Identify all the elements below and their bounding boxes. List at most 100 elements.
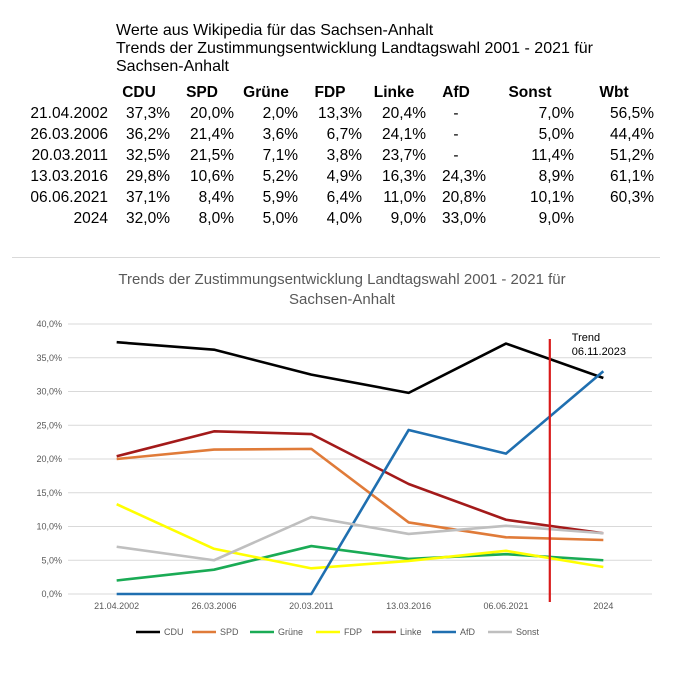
x-tick-label: 21.04.2002 bbox=[94, 601, 139, 611]
table-cell: 5,0% bbox=[262, 210, 298, 227]
series-line-cdu bbox=[116, 340, 604, 395]
legend-label-linke: Linke bbox=[400, 627, 422, 637]
table-row-date: 26.03.2006 bbox=[30, 126, 108, 143]
table-cell: 3,6% bbox=[262, 126, 298, 143]
table-cell: 20,0% bbox=[190, 105, 234, 122]
table-cell: 37,1% bbox=[126, 189, 170, 206]
legend-label-sonst: Sonst bbox=[516, 627, 540, 637]
legend-label-fdp: FDP bbox=[344, 627, 362, 637]
table-header-cell: FDP bbox=[314, 84, 346, 101]
table-cell: - bbox=[453, 126, 459, 143]
table-row-date: 21.04.2002 bbox=[30, 105, 108, 122]
table-row: 2024 32,0% 8,0% 5,0% 4,0% 9,0% 33,0% 9,0% bbox=[14, 208, 654, 229]
table-cell: 61,1% bbox=[610, 168, 654, 185]
table-cell: - bbox=[453, 105, 459, 122]
table-cell: 9,0% bbox=[390, 210, 426, 227]
table-header-cell: SPD bbox=[186, 84, 218, 101]
series-line-afd bbox=[116, 370, 605, 596]
header-line-2: Trends der Zustimmungsentwicklung Landta… bbox=[116, 40, 593, 57]
table-header-cell: Wbt bbox=[599, 84, 629, 101]
table-cell: 8,9% bbox=[538, 168, 574, 185]
divider bbox=[12, 257, 660, 258]
table-cell: 36,2% bbox=[126, 126, 170, 143]
y-tick-label: 10,0% bbox=[36, 522, 62, 532]
header-line-3: Sachsen-Anhalt bbox=[116, 58, 229, 75]
table-cell: 5,2% bbox=[262, 168, 298, 185]
values-table: CDU SPD Grüne FDP Linke AfD Sonst Wbt 21… bbox=[14, 82, 654, 229]
y-tick-label: 30,0% bbox=[36, 387, 62, 397]
table-row-date: 2024 bbox=[73, 210, 108, 227]
table-cell: 23,7% bbox=[382, 147, 426, 164]
table-row-date: 06.06.2021 bbox=[30, 189, 108, 206]
table-cell: 24,3% bbox=[442, 168, 486, 185]
table-cell: 2,0% bbox=[262, 105, 298, 122]
series-line-spd bbox=[116, 447, 604, 542]
table-header-row: CDU SPD Grüne FDP Linke AfD Sonst Wbt bbox=[14, 82, 654, 103]
series-line-sonst bbox=[116, 515, 604, 562]
table-cell: 33,0% bbox=[442, 210, 486, 227]
table-body: 21.04.2002 37,3% 20,0% 2,0% 13,3% 20,4% - 7,0% 5… bbox=[14, 103, 654, 229]
table-cell: 51,2% bbox=[610, 147, 654, 164]
table-header-cell: Sonst bbox=[508, 84, 552, 101]
table-row-date: 13.03.2016 bbox=[30, 168, 108, 185]
y-tick-label: 25,0% bbox=[36, 420, 62, 430]
table-cell: 11,0% bbox=[383, 189, 426, 206]
table-row: 21.04.2002 37,3% 20,0% 2,0% 13,3% 20,4% - 7,0% 5… bbox=[14, 103, 654, 124]
chart-title-line-1: Trends der Zustimmungsentwicklung Landta… bbox=[118, 271, 565, 288]
table-cell: 24,1% bbox=[382, 126, 426, 143]
table-cell: 5,0% bbox=[538, 126, 574, 143]
table-cell: 32,0% bbox=[126, 210, 170, 227]
x-tick-label: 20.03.2011 bbox=[289, 601, 333, 611]
table-cell: 56,5% bbox=[610, 105, 654, 122]
y-tick-label: 40,0% bbox=[36, 319, 62, 329]
table-row: 06.06.2021 37,1% 8,4% 5,9% 6,4% 11,0% 20,8% 10,… bbox=[14, 187, 654, 208]
x-tick-label: 2024 bbox=[593, 601, 613, 611]
table-cell: 20,8% bbox=[442, 189, 486, 206]
table-cell: 37,3% bbox=[126, 105, 170, 122]
chart-title-line-2: Sachsen-Anhalt bbox=[289, 291, 396, 308]
series-line-grüne bbox=[116, 544, 604, 582]
table-cell: 10,6% bbox=[190, 168, 234, 185]
table-cell: 16,3% bbox=[382, 168, 426, 185]
table-cell: 4,0% bbox=[326, 210, 362, 227]
table-cell: 13,3% bbox=[318, 105, 362, 122]
table-cell: 21,5% bbox=[190, 147, 234, 164]
chart-container: Trends der Zustimmungsentwicklung Landta… bbox=[12, 258, 660, 648]
series-line-linke bbox=[116, 430, 604, 535]
table-cell: 60,3% bbox=[610, 189, 654, 206]
table-header-cell: CDU bbox=[122, 84, 156, 101]
table-cell: 5,9% bbox=[262, 189, 298, 206]
table-cell bbox=[574, 208, 654, 229]
table-cell: 20,4% bbox=[382, 105, 426, 122]
table-cell: 8,0% bbox=[198, 210, 234, 227]
header-text: Werte aus Wikipedia für das Sachsen-Anha… bbox=[116, 22, 656, 76]
x-tick-label: 06.06.2021 bbox=[483, 601, 528, 611]
table-cell: 3,8% bbox=[326, 147, 362, 164]
table-cell: 44,4% bbox=[610, 126, 654, 143]
table-cell: 9,0% bbox=[538, 210, 574, 227]
table-cell: 8,4% bbox=[198, 189, 234, 206]
table-cell: 10,1% bbox=[530, 189, 574, 206]
y-tick-label: 20,0% bbox=[36, 454, 62, 464]
y-tick-label: 35,0% bbox=[36, 353, 62, 363]
table-row-date: 20.03.2011 bbox=[31, 147, 108, 164]
table-cell: 11,4% bbox=[531, 147, 574, 164]
legend-label-grüne: Grüne bbox=[278, 627, 303, 637]
table-cell: 21,4% bbox=[190, 126, 234, 143]
table-cell: 7,1% bbox=[262, 147, 298, 164]
legend-label-cdu: CDU bbox=[164, 627, 184, 637]
y-tick-label: 0,0% bbox=[41, 589, 62, 599]
x-tick-label: 26.03.2006 bbox=[191, 601, 236, 611]
table-header-empty bbox=[14, 82, 108, 103]
table-cell: 4,9% bbox=[326, 168, 362, 185]
trend-marker-label-1: Trend bbox=[572, 332, 600, 344]
table-cell: 32,5% bbox=[126, 147, 170, 164]
table-row: 20.03.2011 32,5% 21,5% 7,1% 3,8% 23,7% - 11,4% 5… bbox=[14, 145, 654, 166]
table-row: 26.03.2006 36,2% 21,4% 3,6% 6,7% 24,1% - 5,0% 44… bbox=[14, 124, 654, 145]
series-line-fdp bbox=[116, 503, 604, 570]
table-cell: 29,8% bbox=[126, 168, 170, 185]
header-line-1: Werte aus Wikipedia für das Sachsen-Anha… bbox=[116, 22, 434, 39]
line-chart: Trends der Zustimmungsentwicklung Landta… bbox=[36, 271, 652, 637]
table-row: 13.03.2016 29,8% 10,6% 5,2% 4,9% 16,3% 24,3% 8,… bbox=[14, 166, 654, 187]
table-cell: 6,7% bbox=[326, 126, 362, 143]
